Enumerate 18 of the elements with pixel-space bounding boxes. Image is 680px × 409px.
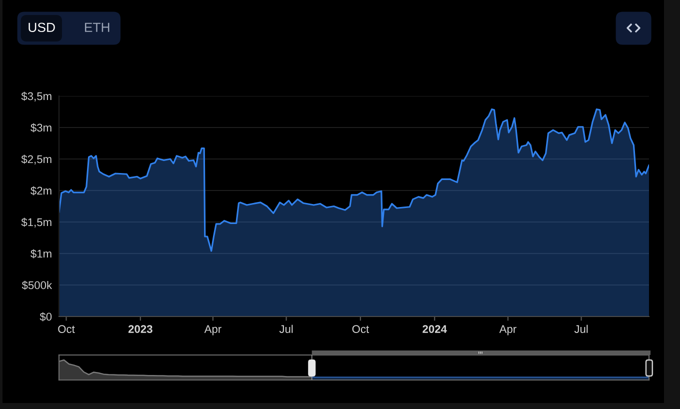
x-tick-label: 2024 (422, 325, 447, 333)
y-tick-label: $2,5m (21, 154, 52, 164)
x-tick-label: Jul (574, 324, 588, 333)
x-tick-label: Apr (204, 325, 222, 336)
x-tick-label: Oct (58, 325, 75, 333)
y-tick-label: $1,5m (21, 218, 52, 228)
text: ETH (84, 22, 110, 32)
y-tick-label: $2m (30, 186, 52, 196)
x-tick-label: 2023 (128, 325, 152, 334)
y-tick-label: $3,5m (21, 92, 52, 102)
y-tick-label: $1m (30, 249, 52, 258)
y-tick-label: $3m (30, 123, 52, 132)
x-tick-label: Oct (352, 325, 370, 333)
text: USD (28, 22, 55, 32)
x-tick-label: Apr (499, 325, 516, 336)
y-tick-label: $0 (40, 312, 52, 322)
x-tick-label: Jul (279, 324, 293, 333)
y-tick-label: $500k (22, 280, 52, 290)
